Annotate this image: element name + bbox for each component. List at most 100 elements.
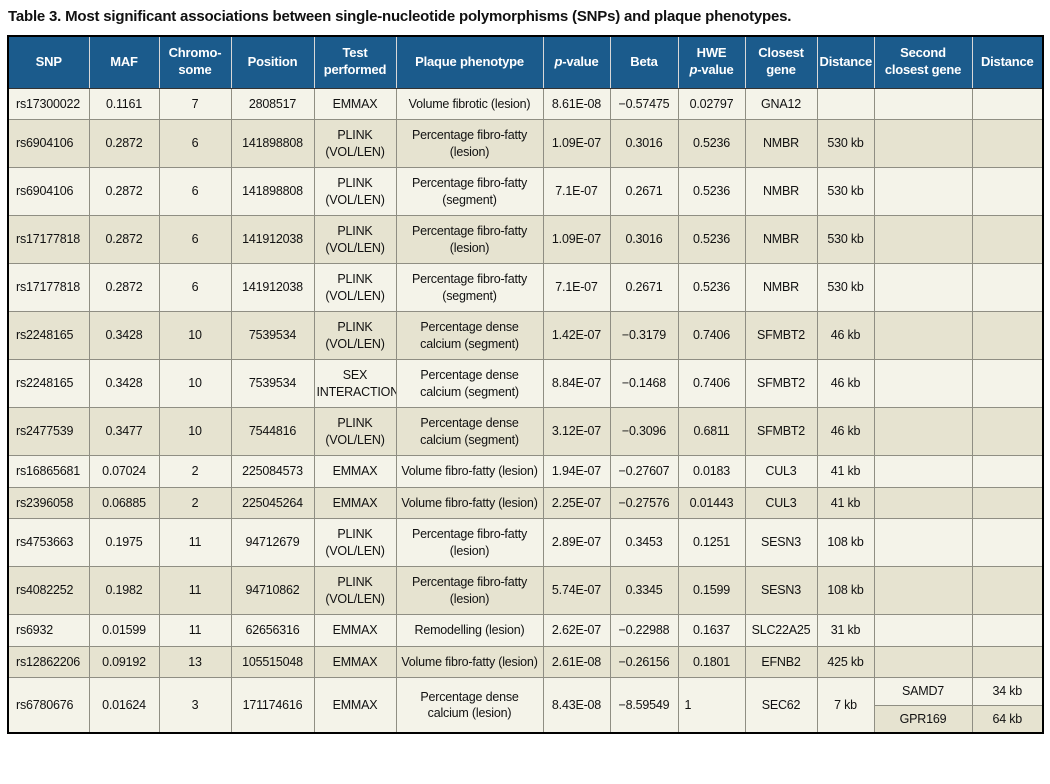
cell-p-value: 2.89E-07: [542, 518, 611, 567]
cell-chromosome: 2: [158, 455, 232, 488]
cell-plaque-phenotype: Percentage fibro-fatty (segment): [395, 167, 544, 216]
table-row: rs4753663 0.1975 11 94712679 PLINK (VOL/LEN)…: [7, 518, 1044, 567]
cell-chromosome: 10: [158, 311, 232, 360]
cell-maf: 0.3477: [88, 407, 160, 456]
cell-test-performed: PLINK (VOL/LEN): [313, 518, 397, 567]
cell-distance: 31 kb: [816, 614, 875, 647]
cell-p-value: 1.42E-07: [542, 311, 611, 360]
cell-hwe-p-value: 0.01443: [677, 486, 746, 519]
cell-test-performed: PLINK (VOL/LEN): [313, 407, 397, 456]
cell-distance: 425 kb: [816, 645, 875, 678]
cell-beta: −0.22988: [609, 614, 679, 647]
cell-second-closest-gene: [873, 486, 973, 519]
cell-snp: rs4082252: [7, 566, 90, 615]
cell-maf: 0.07024: [88, 455, 160, 488]
table-body: rs17300022 0.1161 7 2808517 EMMAX Volume fibr…: [7, 87, 1044, 734]
cell-p-value: 8.84E-07: [542, 359, 611, 408]
cell-plaque-phenotype: Volume fibro-fatty (lesion): [395, 645, 544, 678]
cell-position: 141912038: [230, 263, 315, 312]
table-row: rs17177818 0.2872 6 141912038 PLINK (VOL/LEN…: [7, 263, 1044, 312]
cell-test-performed: EMMAX: [313, 614, 397, 647]
cell-p-value: 8.43E-08: [542, 677, 611, 734]
cell-second-closest-gene: [873, 645, 973, 678]
cell-snp: rs6780676: [7, 677, 90, 734]
cell-distance-2: [971, 311, 1044, 360]
cell-chromosome: 11: [158, 614, 232, 647]
cell-test-performed: PLINK (VOL/LEN): [313, 167, 397, 216]
cell-chromosome: 7: [158, 87, 232, 120]
cell-maf: 0.09192: [88, 645, 160, 678]
col-header-second-closest-gene: Second closest gene: [873, 35, 973, 89]
cell-beta: −0.27576: [609, 486, 679, 519]
cell-maf: 0.3428: [88, 311, 160, 360]
cell-test-performed: EMMAX: [313, 87, 397, 120]
cell-maf: 0.01624: [88, 677, 160, 734]
cell-position: 141912038: [230, 215, 315, 264]
cell-snp: rs16865681: [7, 455, 90, 488]
cell-second-closest-gene: [873, 614, 973, 647]
cell-closest-gene: SFMBT2: [744, 359, 818, 408]
cell-chromosome: 11: [158, 566, 232, 615]
col-header-snp: SNP: [7, 35, 90, 89]
cell-plaque-phenotype: Percentage fibro-fatty (lesion): [395, 566, 544, 615]
table-row: rs6932 0.01599 11 62656316 EMMAX Remodelling …: [7, 614, 1044, 647]
cell-distance: 530 kb: [816, 215, 875, 264]
cell-distance: 7 kb: [816, 677, 875, 734]
cell-distance-2: [971, 455, 1044, 488]
cell-beta: −0.1468: [609, 359, 679, 408]
cell-position: 7539534: [230, 311, 315, 360]
cell-distance-2: [971, 119, 1044, 168]
cell-second-closest-gene: [873, 215, 973, 264]
cell-plaque-phenotype: Percentage dense calcium (segment): [395, 407, 544, 456]
cell-plaque-phenotype: Percentage fibro-fatty (lesion): [395, 518, 544, 567]
cell-distance: 46 kb: [816, 311, 875, 360]
cell-hwe-p-value: 0.1599: [677, 566, 746, 615]
cell-closest-gene: SEC62: [744, 677, 818, 734]
cell-beta: −8.59549: [609, 677, 679, 734]
cell-second-closest-gene: [873, 407, 973, 456]
cell-distance: [816, 87, 875, 120]
cell-chromosome: 6: [158, 263, 232, 312]
table-row: rs12862206 0.09192 13 105515048 EMMAX Volume …: [7, 645, 1044, 678]
cell-second-closest-gene: [873, 359, 973, 408]
cell-distance-2: 64 kb: [971, 704, 1044, 734]
cell-beta: 0.3345: [609, 566, 679, 615]
cell-distance-2: [971, 645, 1044, 678]
cell-closest-gene: SLC22A25: [744, 614, 818, 647]
cell-test-performed: EMMAX: [313, 486, 397, 519]
cell-closest-gene: SFMBT2: [744, 407, 818, 456]
cell-plaque-phenotype: Percentage dense calcium (segment): [395, 311, 544, 360]
cell-snp: rs6904106: [7, 167, 90, 216]
table-row: rs16865681 0.07024 2 225084573 EMMAX Volume f…: [7, 455, 1044, 488]
cell-distance-2: 34 kb: [971, 677, 1044, 706]
table-row: rs17177818 0.2872 6 141912038 PLINK (VOL/LEN…: [7, 215, 1044, 264]
cell-p-value: 1.94E-07: [542, 455, 611, 488]
cell-chromosome: 3: [158, 677, 232, 734]
cell-second-closest-gene: [873, 518, 973, 567]
cell-position: 141898808: [230, 119, 315, 168]
cell-test-performed: PLINK (VOL/LEN): [313, 263, 397, 312]
cell-distance: 46 kb: [816, 359, 875, 408]
table-row: rs2477539 0.3477 10 7544816 PLINK (VOL/LEN) P…: [7, 407, 1044, 456]
col-header-maf: MAF: [88, 35, 160, 89]
cell-closest-gene: GNA12: [744, 87, 818, 120]
cell-maf: 0.2872: [88, 167, 160, 216]
cell-beta: 0.3016: [609, 215, 679, 264]
col-header-closest-gene: Closest gene: [744, 35, 818, 89]
cell-test-performed: PLINK (VOL/LEN): [313, 215, 397, 264]
cell-chromosome: 10: [158, 359, 232, 408]
cell-beta: −0.27607: [609, 455, 679, 488]
cell-maf: 0.1161: [88, 87, 160, 120]
cell-snp: rs17300022: [7, 87, 90, 120]
cell-maf: 0.2872: [88, 215, 160, 264]
cell-closest-gene: CUL3: [744, 455, 818, 488]
cell-p-value: 2.25E-07: [542, 486, 611, 519]
cell-beta: 0.3016: [609, 119, 679, 168]
cell-distance-2: [971, 486, 1044, 519]
cell-hwe-p-value: 0.5236: [677, 263, 746, 312]
table-title: Table 3. Most significant associations b…: [8, 8, 792, 25]
cell-closest-gene: CUL3: [744, 486, 818, 519]
cell-plaque-phenotype: Volume fibro-fatty (lesion): [395, 455, 544, 488]
cell-second-closest-gene: SAMD7: [873, 677, 973, 706]
